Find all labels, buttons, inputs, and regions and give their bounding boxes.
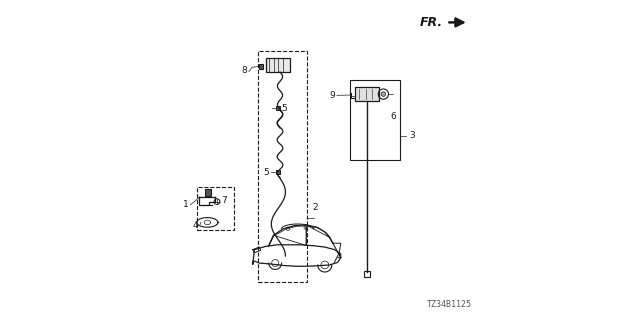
Text: 4: 4 [193, 221, 198, 230]
Bar [197, 187, 234, 230]
Text: 3: 3 [410, 132, 415, 140]
Bar [351, 80, 400, 160]
Bar [365, 271, 370, 277]
Text: TZ34B1125: TZ34B1125 [427, 300, 472, 309]
Text: 6: 6 [390, 112, 396, 121]
Bar [266, 58, 290, 72]
Text: 9: 9 [330, 92, 335, 100]
Text: FR.: FR. [420, 16, 443, 29]
Text: 7: 7 [221, 196, 227, 205]
Text: 8: 8 [242, 66, 248, 75]
Bar [258, 51, 307, 282]
Text: 2: 2 [312, 204, 317, 212]
Text: 1: 1 [183, 200, 189, 209]
Text: 5: 5 [263, 168, 269, 177]
Bar [276, 170, 280, 174]
Text: 5: 5 [282, 104, 287, 113]
Circle shape [381, 92, 385, 96]
Bar [276, 106, 280, 110]
Bar [259, 64, 263, 69]
Bar [355, 87, 379, 101]
Bar [205, 189, 211, 196]
